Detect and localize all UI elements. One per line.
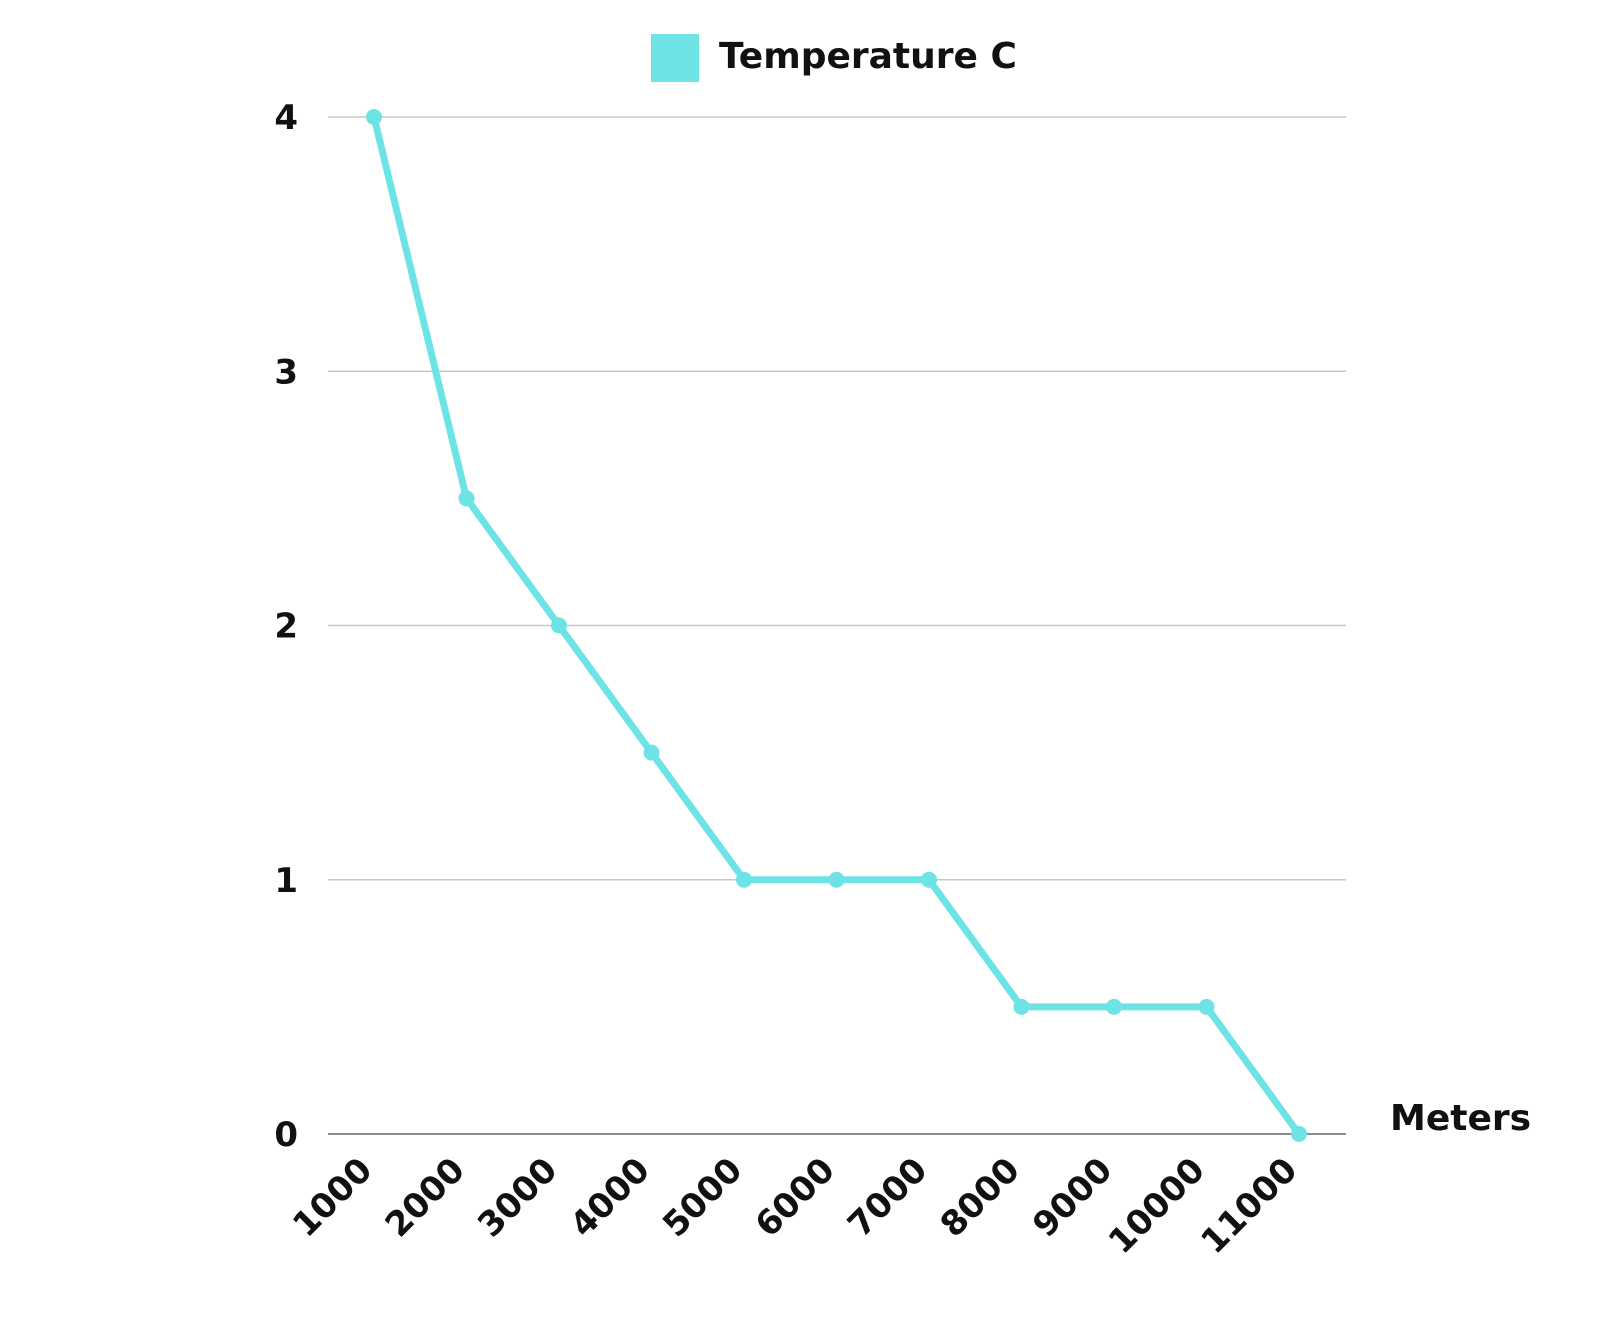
data-point [551,617,567,634]
y-axis-tick-labels: 0 1 2 3 4 [274,98,298,1155]
data-point [643,744,660,761]
data-point [366,109,382,125]
legend-swatch [651,34,699,82]
data-point [828,871,845,888]
data-point [921,871,937,888]
y-tick-label: 4 [274,98,298,138]
x-tick-label: 11000 [1193,1150,1305,1262]
y-tick-label: 0 [274,1115,298,1155]
x-tick-label: 10000 [1101,1150,1213,1262]
x-tick-label: 5000 [655,1150,750,1245]
y-tick-label: 3 [274,352,298,392]
x-tick-label: 2000 [378,1150,473,1245]
data-point [1291,1126,1307,1142]
x-tick-label: 1000 [285,1150,380,1245]
data-point [1198,998,1215,1015]
x-tick-label: 6000 [748,1150,843,1245]
data-point [736,871,752,888]
series-temperature [366,109,1307,1142]
data-point [458,490,475,507]
x-tick-label: 8000 [933,1150,1028,1245]
x-axis-tick-labels: 1000200030004000500060007000800090001000… [285,1150,1305,1262]
gridlines [328,116,1346,1135]
x-tick-label: 7000 [840,1150,935,1245]
legend: Temperature C [651,34,1017,82]
y-tick-label: 1 [274,861,298,901]
data-point [1106,998,1122,1015]
x-axis-title: Meters [1390,1098,1531,1139]
x-tick-label: 4000 [563,1150,658,1245]
y-tick-label: 2 [274,607,298,647]
legend-label: Temperature C [719,36,1017,77]
x-tick-label: 3000 [470,1150,565,1245]
data-point [1013,998,1030,1015]
